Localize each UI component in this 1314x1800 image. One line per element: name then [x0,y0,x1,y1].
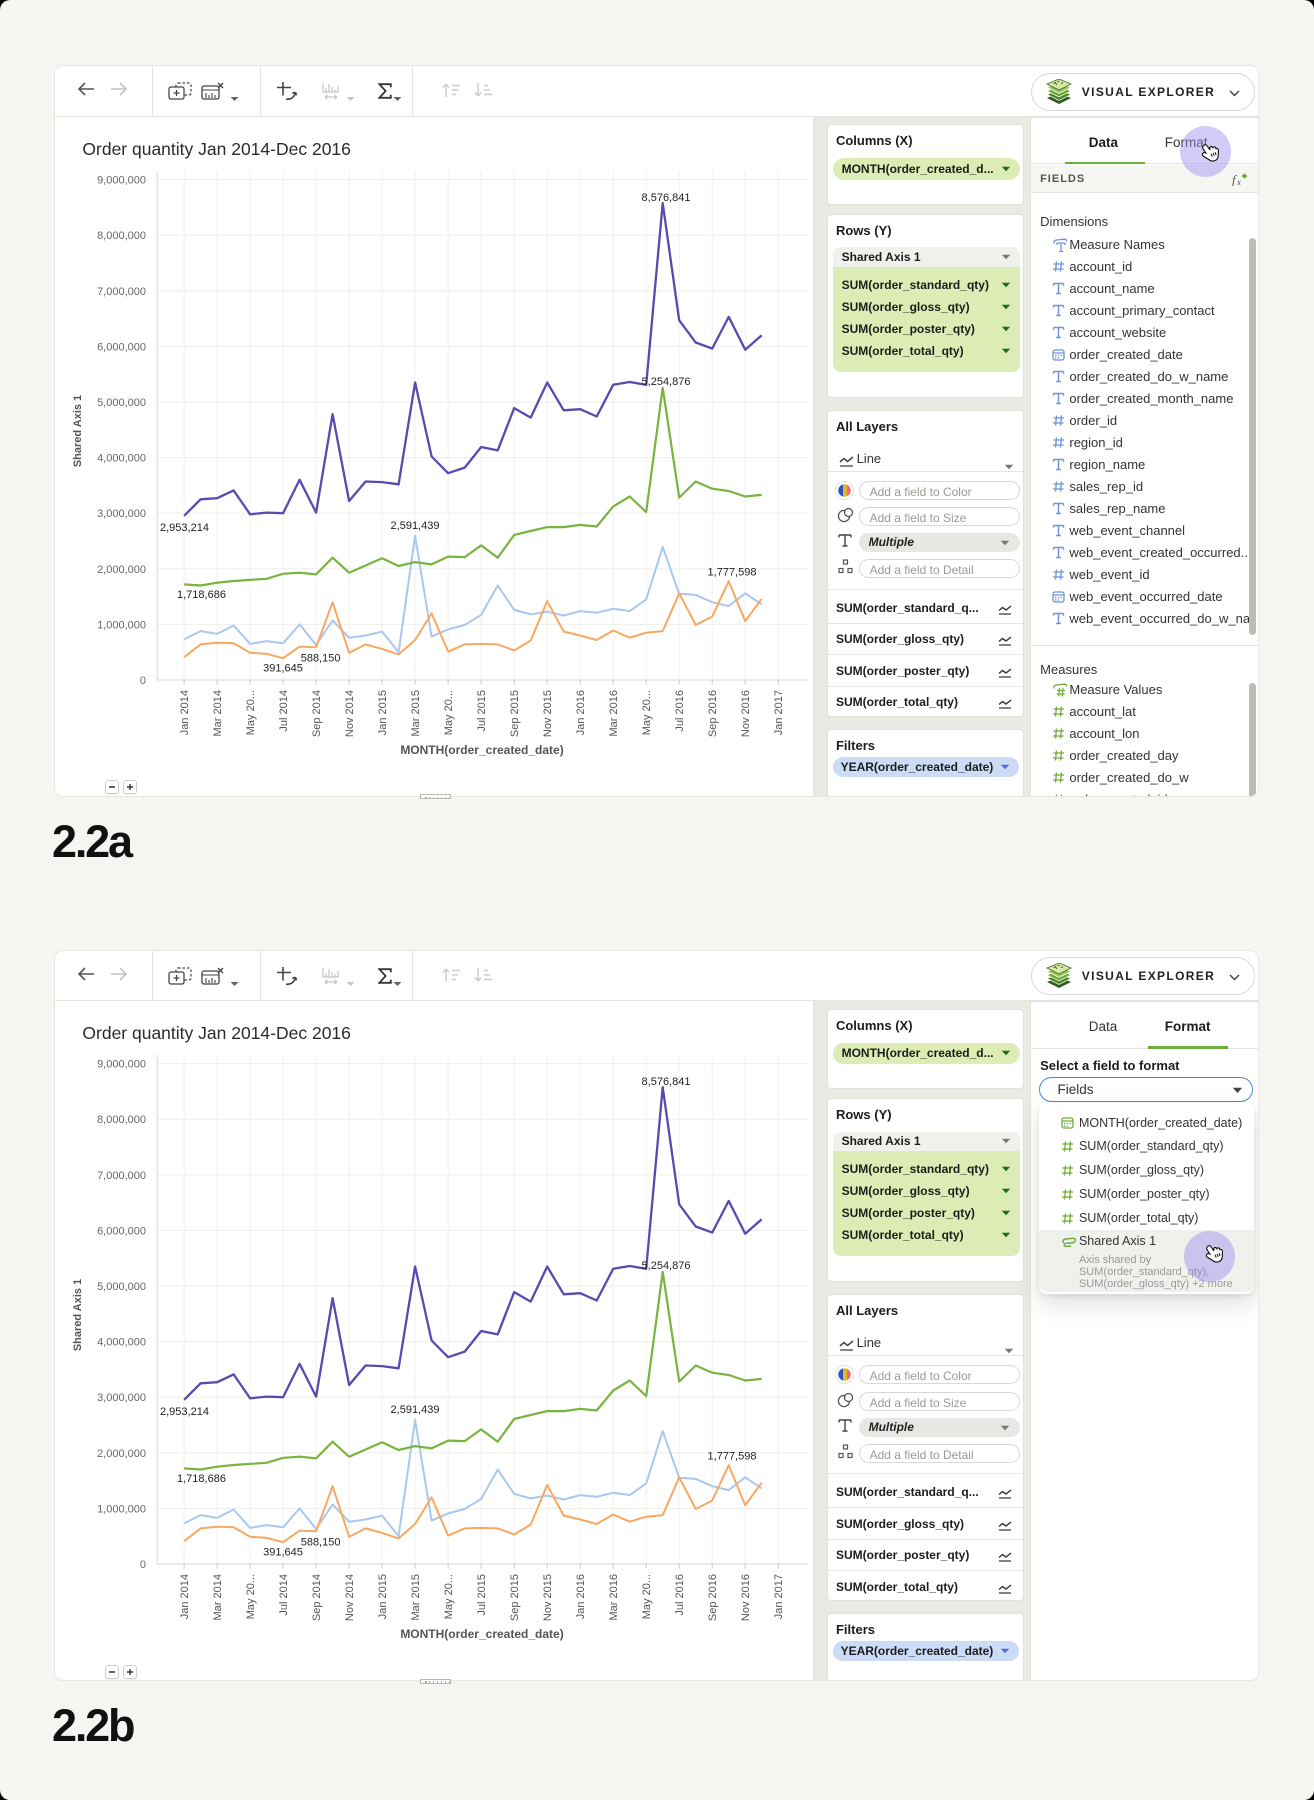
svg-text:Mar 2014: Mar 2014 [212,690,224,736]
svg-text:Jul 2016: Jul 2016 [675,1574,687,1616]
svg-text:4,000,000: 4,000,000 [97,1337,146,1349]
svg-text:Nov 2016: Nov 2016 [741,690,753,737]
svg-text:9,000,000: 9,000,000 [97,1059,146,1071]
svg-text:0: 0 [140,1559,146,1571]
svg-text:Jan 2017: Jan 2017 [774,1574,786,1619]
svg-text:Jan 2016: Jan 2016 [576,1574,588,1619]
svg-text:9,000,000: 9,000,000 [97,174,146,186]
svg-text:Jul 2016: Jul 2016 [675,690,687,732]
svg-text:2,000,000: 2,000,000 [97,1448,146,1460]
svg-text:Mar 2015: Mar 2015 [410,1574,422,1620]
svg-text:Jul 2015: Jul 2015 [477,1574,489,1616]
svg-text:May 20...: May 20... [245,690,257,735]
svg-text:Sep 2016: Sep 2016 [708,1574,720,1621]
svg-text:MONTH(order_created_date): MONTH(order_created_date) [401,743,564,757]
svg-text:Jan 2015: Jan 2015 [377,690,389,735]
svg-text:2,591,439: 2,591,439 [391,520,440,532]
svg-text:4,000,000: 4,000,000 [97,452,146,464]
svg-text:0: 0 [140,675,146,687]
svg-text:588,150: 588,150 [301,652,341,664]
svg-text:3,000,000: 3,000,000 [97,1392,146,1404]
svg-text:1,000,000: 1,000,000 [97,1504,146,1516]
svg-text:May 20...: May 20... [443,690,455,735]
svg-text:Mar 2014: Mar 2014 [212,1574,224,1620]
svg-text:6,000,000: 6,000,000 [97,1226,146,1238]
svg-text:8,000,000: 8,000,000 [97,230,146,242]
svg-text:Shared Axis 1: Shared Axis 1 [72,1279,84,1351]
svg-text:Jul 2015: Jul 2015 [477,690,489,732]
svg-text:MONTH(order_created_date): MONTH(order_created_date) [401,1627,564,1641]
svg-text:Jan 2016: Jan 2016 [576,690,588,735]
svg-text:Jul 2014: Jul 2014 [278,1574,290,1616]
svg-text:Sep 2016: Sep 2016 [708,690,720,737]
svg-text:Sep 2015: Sep 2015 [510,690,522,737]
svg-text:May 20...: May 20... [642,1574,654,1619]
svg-text:Jan 2017: Jan 2017 [774,690,786,735]
svg-text:8,000,000: 8,000,000 [97,1114,146,1126]
svg-text:1,777,598: 1,777,598 [708,1451,757,1463]
svg-text:Nov 2016: Nov 2016 [741,1574,753,1621]
svg-text:2,953,214: 2,953,214 [160,1406,209,1418]
svg-text:Mar 2015: Mar 2015 [410,690,422,736]
svg-text:Shared Axis 1: Shared Axis 1 [72,395,84,467]
svg-text:2,953,214: 2,953,214 [160,522,209,534]
svg-text:Nov 2014: Nov 2014 [344,690,356,737]
svg-text:7,000,000: 7,000,000 [97,1170,146,1182]
svg-text:Sep 2015: Sep 2015 [510,1574,522,1621]
svg-text:May 20...: May 20... [642,690,654,735]
svg-text:May 20...: May 20... [245,1574,257,1619]
svg-text:x: x [1236,177,1241,186]
svg-text:May 20...: May 20... [443,1574,455,1619]
svg-text:391,645: 391,645 [264,1547,304,1559]
svg-text:8,576,841: 8,576,841 [642,192,691,204]
svg-text:1,777,598: 1,777,598 [708,566,757,578]
svg-text:391,645: 391,645 [264,662,304,674]
svg-text:7,000,000: 7,000,000 [97,286,146,298]
svg-text:f: f [1232,172,1238,186]
svg-text:Mar 2016: Mar 2016 [609,1574,621,1620]
svg-text:Mar 2016: Mar 2016 [609,690,621,736]
svg-text:Nov 2014: Nov 2014 [344,1574,356,1621]
svg-text:Sep 2014: Sep 2014 [311,1574,323,1621]
svg-text:5,000,000: 5,000,000 [97,1281,146,1293]
svg-text:3,000,000: 3,000,000 [97,508,146,520]
svg-text:Jan 2014: Jan 2014 [179,1574,191,1619]
svg-text:5,254,876: 5,254,876 [642,1260,691,1272]
svg-text:Jan 2015: Jan 2015 [377,1574,389,1619]
svg-text:8,576,841: 8,576,841 [642,1076,691,1088]
svg-text:Nov 2015: Nov 2015 [543,1574,555,1621]
svg-text:5,254,876: 5,254,876 [642,376,691,388]
svg-text:Nov 2015: Nov 2015 [543,690,555,737]
svg-text:Sep 2014: Sep 2014 [311,690,323,737]
svg-text:1,718,686: 1,718,686 [177,589,226,601]
svg-text:Jul 2014: Jul 2014 [278,690,290,732]
svg-text:5,000,000: 5,000,000 [97,397,146,409]
svg-text:588,150: 588,150 [301,1536,341,1548]
svg-text:2,591,439: 2,591,439 [391,1404,440,1416]
svg-text:Jan 2014: Jan 2014 [179,690,191,735]
svg-text:2,000,000: 2,000,000 [97,564,146,576]
svg-text:1,718,686: 1,718,686 [177,1473,226,1485]
svg-text:6,000,000: 6,000,000 [97,341,146,353]
svg-text:1,000,000: 1,000,000 [97,619,146,631]
